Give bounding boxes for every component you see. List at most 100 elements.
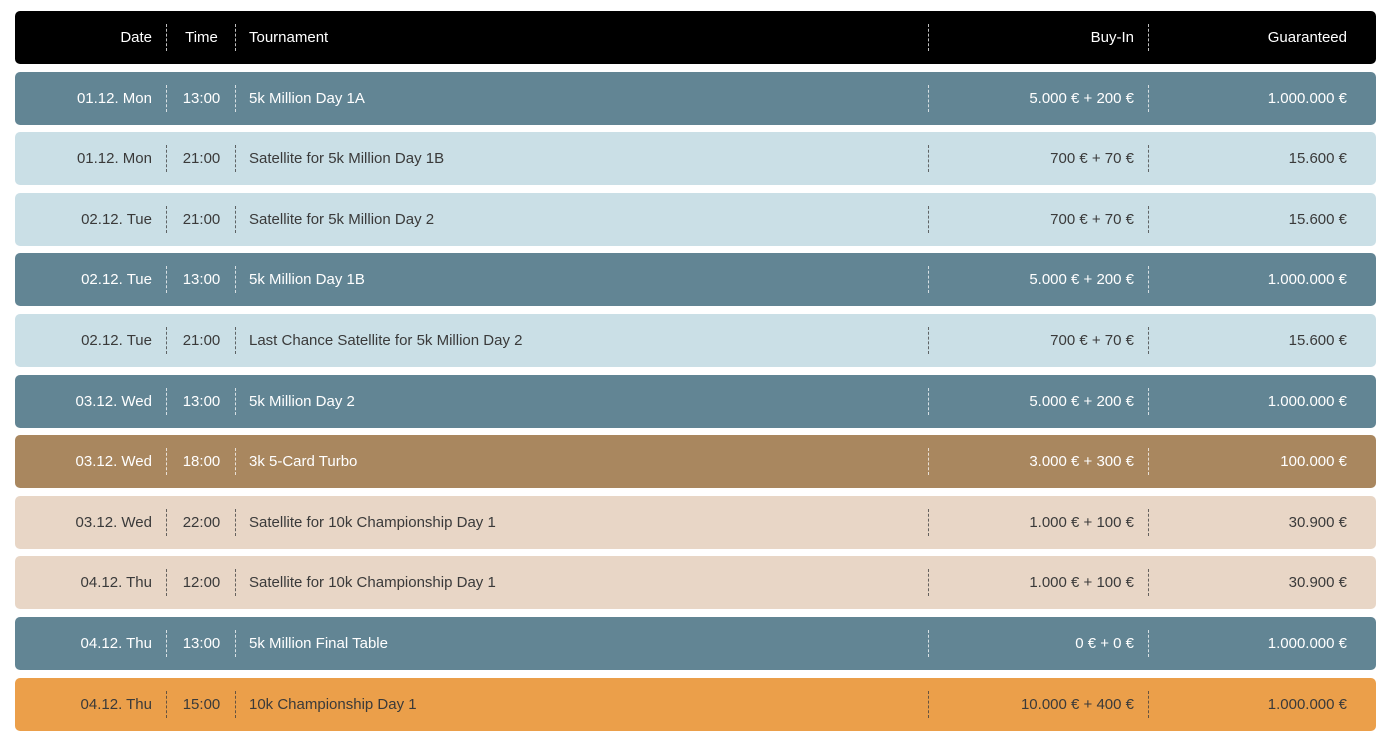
column-divider: [1148, 569, 1149, 597]
row-time: 13:00: [182, 271, 221, 289]
row-date: 04.12. Thu: [80, 574, 152, 592]
column-divider: [1148, 629, 1149, 657]
row-guaranteed: 1.000.000 €: [1267, 695, 1347, 713]
column-divider: [235, 448, 236, 476]
row-buyin: 1.000 € + 100 €: [1029, 513, 1134, 531]
row-date: 04.12. Thu: [80, 634, 152, 652]
row-time: 21:00: [182, 331, 221, 349]
table-row: 04.12. Thu 15:00 10k Championship Day 1 10.…: [15, 677, 1376, 731]
column-divider: [928, 508, 929, 536]
row-guaranteed: 1.000.000 €: [1267, 271, 1347, 289]
row-time: 21:00: [182, 150, 221, 168]
column-divider: [166, 387, 167, 415]
table-row: 03.12. Wed 22:00 Satellite for 10k Champio…: [15, 495, 1376, 549]
row-date: 01.12. Mon: [76, 89, 152, 107]
row-time: 22:00: [182, 513, 221, 531]
row-buyin: 3.000 € + 300 €: [1029, 453, 1134, 471]
table-row: 02.12. Tue 21:00 Satellite for 5k Million …: [15, 192, 1376, 246]
row-tournament: Satellite for 10k Championship Day 1: [249, 513, 496, 531]
column-divider: [1148, 24, 1149, 51]
row-date: 03.12. Wed: [75, 392, 152, 410]
column-divider: [928, 84, 929, 112]
column-divider: [1148, 387, 1149, 415]
column-divider: [235, 508, 236, 536]
row-time: 13:00: [182, 634, 221, 652]
row-guaranteed: 15.600 €: [1288, 210, 1347, 228]
table-row: 01.12. Mon 21:00 Satellite for 5k Million …: [15, 132, 1376, 186]
column-divider: [235, 205, 236, 233]
tournament-schedule-table: Date Time Tournament Buy-In Guaranteed 0…: [15, 11, 1376, 738]
column-divider: [1148, 145, 1149, 173]
header-date: Date: [120, 29, 152, 46]
row-guaranteed: 1.000.000 €: [1267, 89, 1347, 107]
row-guaranteed: 1.000.000 €: [1267, 634, 1347, 652]
row-tournament: Satellite for 5k Million Day 2: [249, 210, 435, 228]
row-buyin: 1.000 € + 100 €: [1029, 574, 1134, 592]
column-divider: [166, 569, 167, 597]
column-divider: [235, 84, 236, 112]
row-time: 21:00: [182, 210, 221, 228]
row-tournament: Satellite for 5k Million Day 1B: [249, 150, 445, 168]
column-divider: [166, 205, 167, 233]
header-time: Time: [185, 29, 218, 46]
column-divider: [928, 629, 929, 657]
header-guaranteed: Guaranteed: [1267, 29, 1347, 46]
row-buyin: 10.000 € + 400 €: [1020, 695, 1134, 713]
column-divider: [1148, 205, 1149, 233]
row-tournament: 3k 5-Card Turbo: [249, 453, 358, 471]
column-divider: [1148, 84, 1149, 112]
row-buyin: 5.000 € + 200 €: [1029, 89, 1134, 107]
row-guaranteed: 15.600 €: [1288, 331, 1347, 349]
row-buyin: 700 € + 70 €: [1050, 150, 1134, 168]
row-guaranteed: 100.000 €: [1280, 453, 1347, 471]
row-date: 02.12. Tue: [81, 331, 152, 349]
table-header-row: Date Time Tournament Buy-In Guaranteed: [15, 11, 1376, 64]
row-time: 13:00: [182, 392, 221, 410]
row-buyin: 700 € + 70 €: [1050, 210, 1134, 228]
column-divider: [166, 266, 167, 294]
table-row: 02.12. Tue 13:00 5k Million Day 1B 5.000 € …: [15, 253, 1376, 307]
row-time: 13:00: [182, 89, 221, 107]
row-guaranteed: 30.900 €: [1288, 513, 1347, 531]
column-divider: [235, 266, 236, 294]
row-tournament: 5k Million Day 2: [249, 392, 355, 410]
column-divider: [166, 629, 167, 657]
row-tournament: Satellite for 10k Championship Day 1: [249, 574, 496, 592]
column-divider: [235, 629, 236, 657]
row-date: 04.12. Thu: [80, 695, 152, 713]
row-time: 18:00: [182, 453, 221, 471]
table-row: 04.12. Thu 12:00 Satellite for 10k Champio…: [15, 556, 1376, 610]
header-tournament: Tournament: [249, 29, 329, 46]
row-tournament: 5k Million Day 1A: [249, 89, 365, 107]
column-divider: [928, 690, 929, 718]
row-tournament: 5k Million Final Table: [249, 634, 388, 652]
row-guaranteed: 1.000.000 €: [1267, 392, 1347, 410]
column-divider: [928, 24, 929, 51]
row-date: 02.12. Tue: [81, 271, 152, 289]
table-row: 03.12. Wed 18:00 3k 5-Card Turbo 3.000 € + …: [15, 435, 1376, 489]
column-divider: [166, 84, 167, 112]
column-divider: [1148, 508, 1149, 536]
column-divider: [928, 145, 929, 173]
column-divider: [235, 326, 236, 354]
column-divider: [166, 24, 167, 51]
row-time: 12:00: [182, 574, 221, 592]
table-row: 02.12. Tue 21:00 Last Chance Satellite for…: [15, 313, 1376, 367]
column-divider: [928, 569, 929, 597]
row-buyin: 700 € + 70 €: [1050, 331, 1134, 349]
row-tournament: 5k Million Day 1B: [249, 271, 365, 289]
column-divider: [1148, 448, 1149, 476]
column-divider: [235, 690, 236, 718]
column-divider: [1148, 690, 1149, 718]
table-row: 04.12. Thu 13:00 5k Million Final Table 0 €…: [15, 616, 1376, 670]
table-row: 03.12. Wed 13:00 5k Million Day 2 5.000 € +…: [15, 374, 1376, 428]
row-date: 01.12. Mon: [76, 150, 152, 168]
column-divider: [1148, 326, 1149, 354]
column-divider: [928, 326, 929, 354]
row-date: 03.12. Wed: [75, 513, 152, 531]
row-guaranteed: 30.900 €: [1288, 574, 1347, 592]
column-divider: [166, 690, 167, 718]
header-buyin: Buy-In: [1090, 29, 1134, 46]
row-buyin: 0 € + 0 €: [1075, 634, 1134, 652]
column-divider: [166, 448, 167, 476]
